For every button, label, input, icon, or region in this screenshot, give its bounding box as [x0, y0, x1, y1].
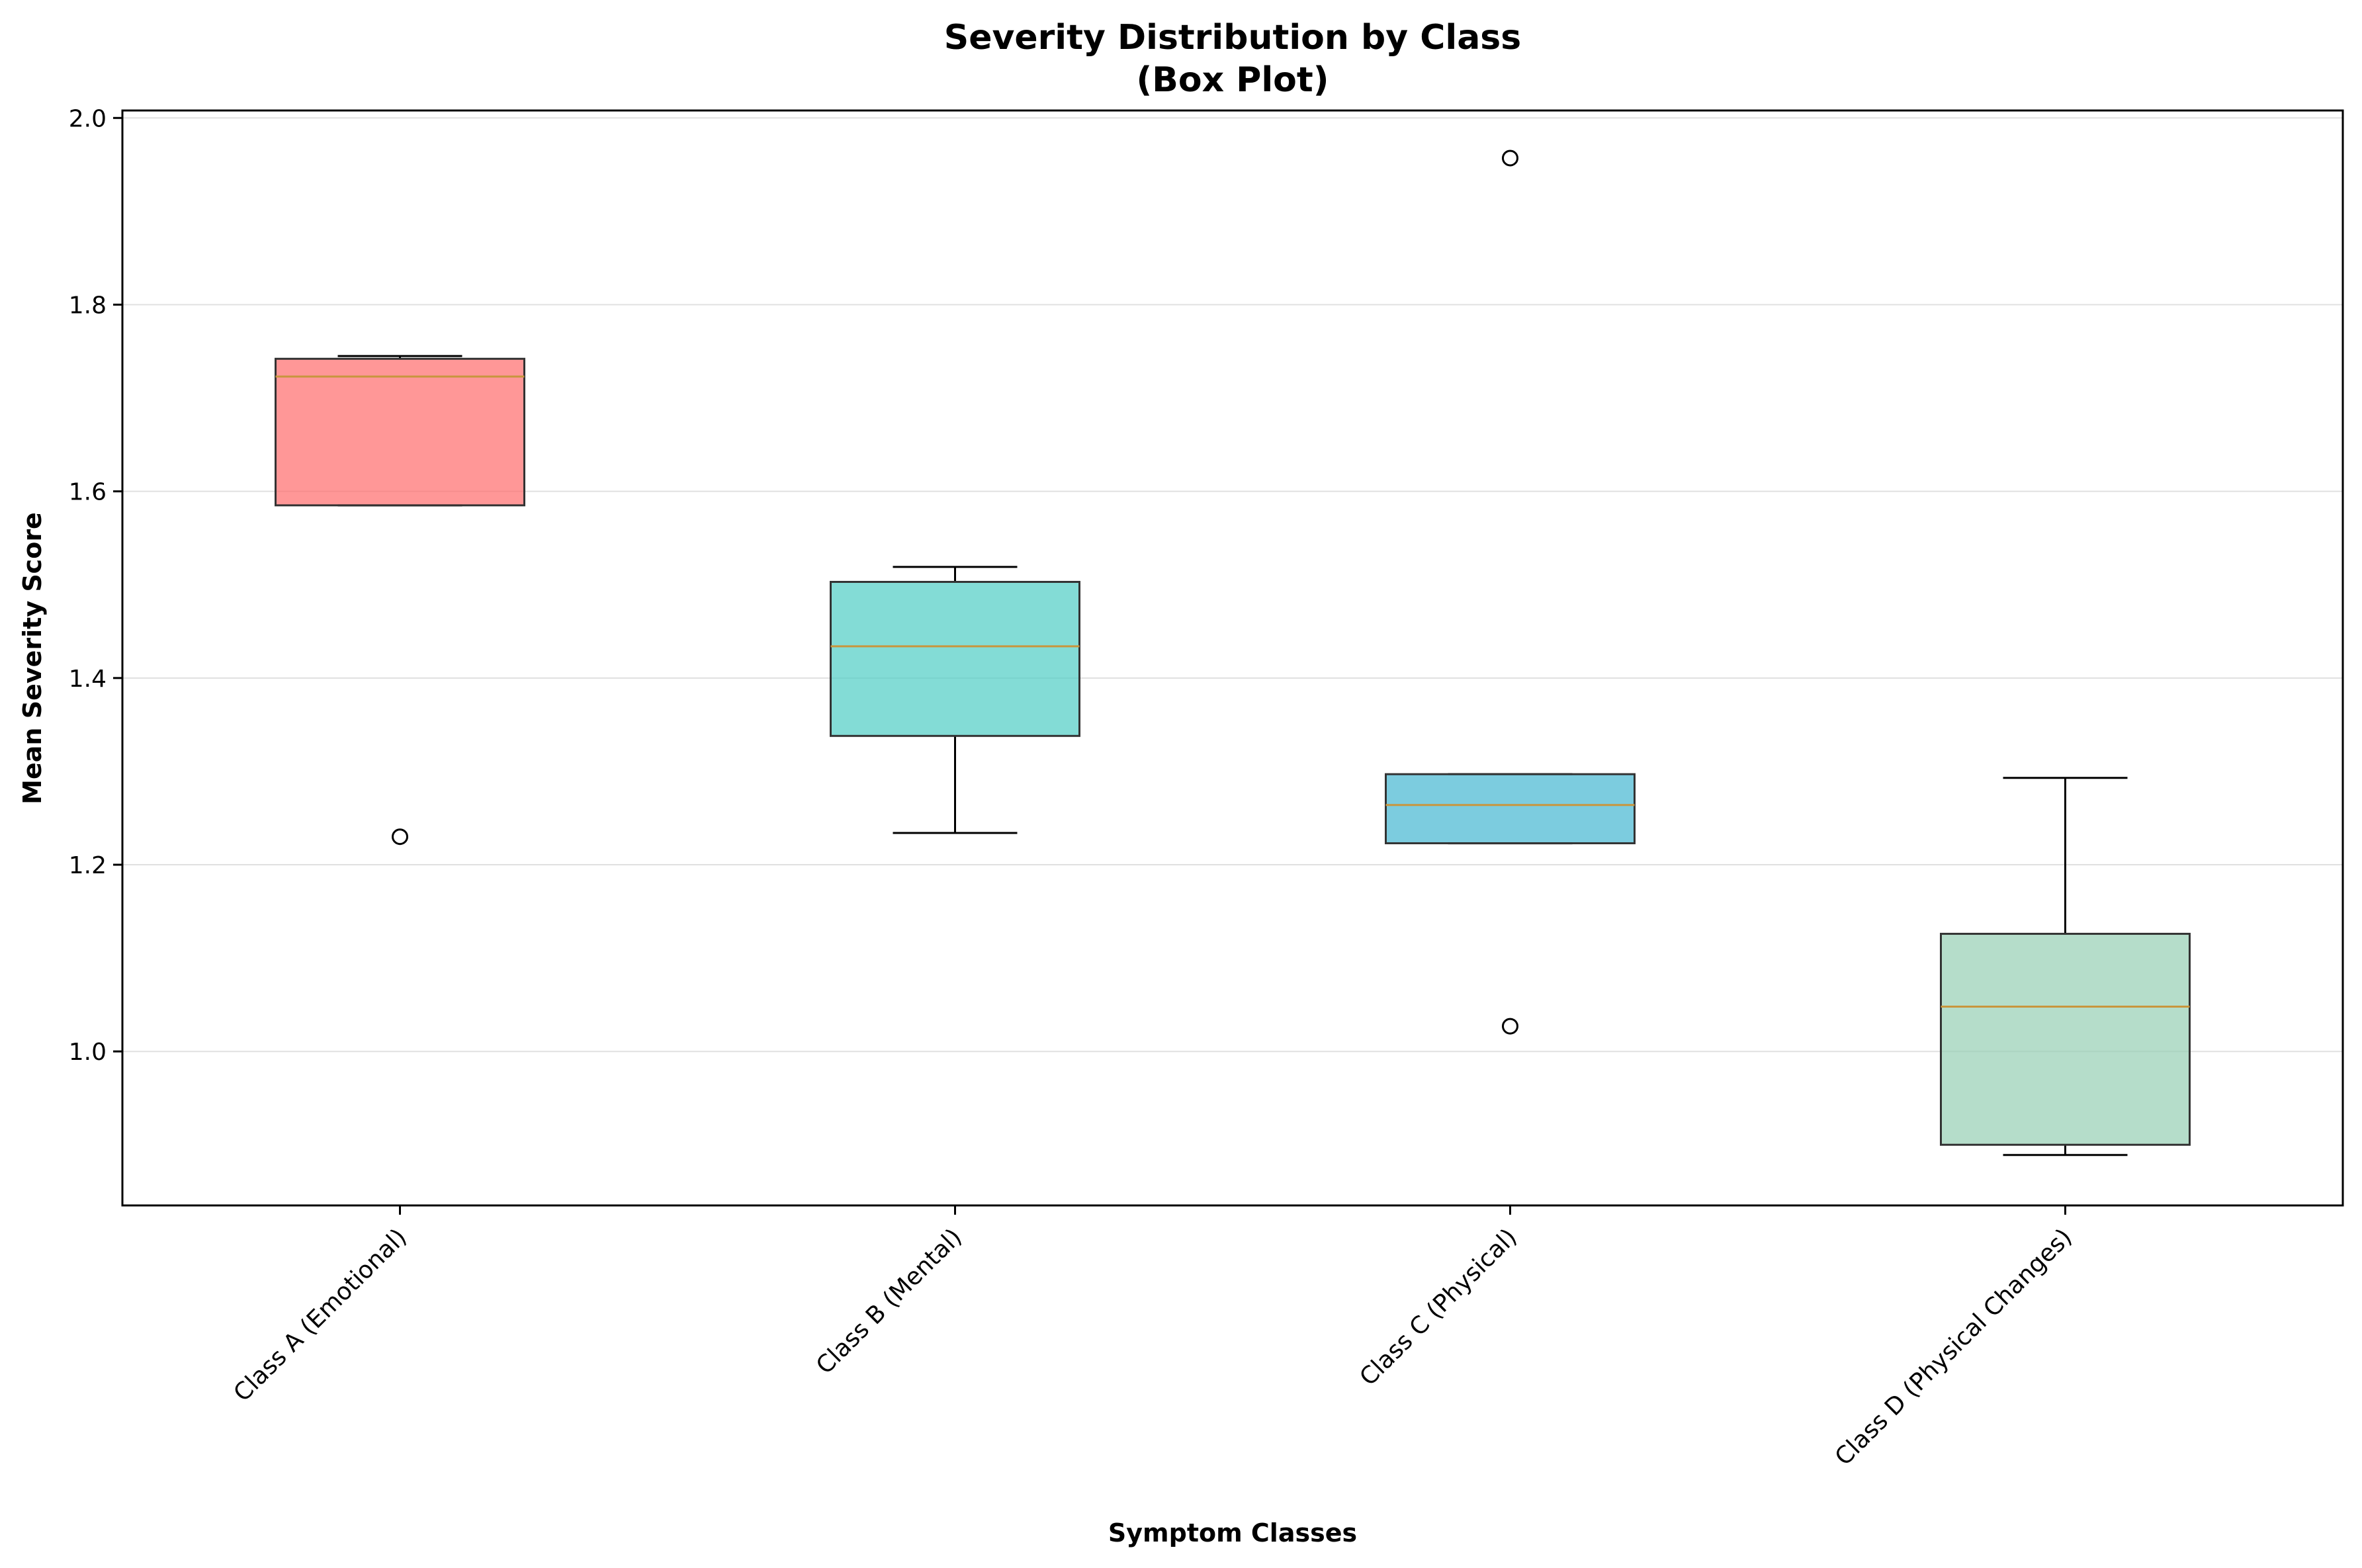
box-group [275, 355, 525, 846]
x-tick-label: Class B (Mental) [811, 1223, 967, 1379]
box-group [1385, 150, 1636, 1035]
y-axis-ticks: 1.0 1.2 1.4 1.6 1.8 2.0 [69, 105, 122, 1066]
chart-subtitle: (Box Plot) [1136, 60, 1329, 100]
outlier-point [1502, 1018, 1518, 1035]
x-tick-label: Class A (Emotional) [229, 1223, 412, 1407]
iqr-box [275, 357, 525, 507]
y-tick-label: 1.2 [69, 852, 107, 879]
chart-title: Severity Distribution by Class [944, 18, 1521, 58]
y-tick-label: 1.0 [69, 1039, 107, 1066]
x-axis-label: Symptom Classes [1108, 1518, 1357, 1547]
iqr-box [1940, 932, 2191, 1146]
outlier-point [1502, 150, 1518, 167]
boxes [275, 150, 2191, 1156]
x-tick-label: Class D (Physical Changes) [1830, 1223, 2078, 1471]
plot-area-frame [121, 109, 2344, 1207]
outlier-point [392, 828, 408, 846]
y-axis-label: Mean Severity Score [18, 512, 47, 805]
x-axis-ticks: Class A (Emotional) Class B (Mental) Class… [229, 1205, 2078, 1471]
iqr-box [1385, 773, 1636, 845]
y-gridlines [122, 117, 2343, 1053]
x-tick-label: Class C (Physical) [1355, 1223, 1522, 1391]
iqr-box [830, 581, 1080, 737]
y-tick-label: 2.0 [69, 105, 107, 132]
box-group [830, 566, 1080, 834]
y-tick-label: 1.6 [69, 479, 107, 506]
y-tick-label: 1.8 [69, 292, 107, 319]
y-tick-label: 1.4 [69, 666, 107, 693]
box-group [1940, 777, 2191, 1156]
